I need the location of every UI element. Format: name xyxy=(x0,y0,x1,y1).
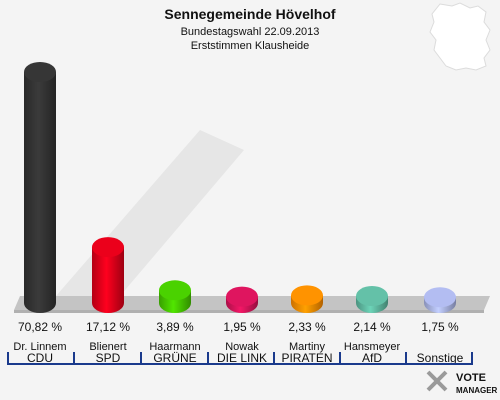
germany-map-icon xyxy=(429,2,491,71)
brand-text: VOTE xyxy=(456,372,486,384)
value-label: 1,75 % xyxy=(421,320,459,334)
vote-manager-logo: VOTE MANAGER xyxy=(426,370,498,395)
bar-gr-ne xyxy=(159,280,191,313)
bar-spd xyxy=(92,237,124,313)
party-label: Sonstige xyxy=(417,351,464,365)
value-label: 2,33 % xyxy=(288,320,326,334)
chart-subtitle-2: Erststimmen Klausheide xyxy=(191,40,310,52)
party-label: SPD xyxy=(96,351,121,365)
candidate-label: Martiny xyxy=(289,341,326,353)
chart-title: Sennegemeinde Hövelhof xyxy=(164,6,335,22)
bar-afd xyxy=(356,286,388,313)
value-label: 70,82 % xyxy=(18,320,62,334)
bar-die-link xyxy=(226,286,258,313)
candidate-label: Blienert xyxy=(89,341,126,353)
party-label: PIRATEN xyxy=(281,351,332,365)
party-label: GRÜNE xyxy=(153,351,196,365)
candidate-label: Dr. Linnem xyxy=(13,341,66,353)
bar-piraten xyxy=(291,285,323,313)
brand-text-2: MANAGER xyxy=(456,386,498,395)
chart-subtitle: Bundestagswahl 22.09.2013 xyxy=(181,26,320,38)
party-label: AfD xyxy=(362,351,382,365)
bar-sonstige xyxy=(424,287,456,313)
party-label: CDU xyxy=(27,351,53,365)
value-label: 1,95 % xyxy=(223,320,261,334)
candidate-label: Hansmeyer xyxy=(344,341,401,353)
candidate-label: Nowak xyxy=(225,341,259,353)
party-label: DIE LINK xyxy=(217,351,267,365)
chart-back-shadow xyxy=(56,130,244,296)
value-label: 3,89 % xyxy=(156,320,194,334)
value-label: 2,14 % xyxy=(353,320,391,334)
bar-cdu xyxy=(24,62,56,313)
candidate-label: Haarmann xyxy=(149,341,200,353)
value-label: 17,12 % xyxy=(86,320,130,334)
